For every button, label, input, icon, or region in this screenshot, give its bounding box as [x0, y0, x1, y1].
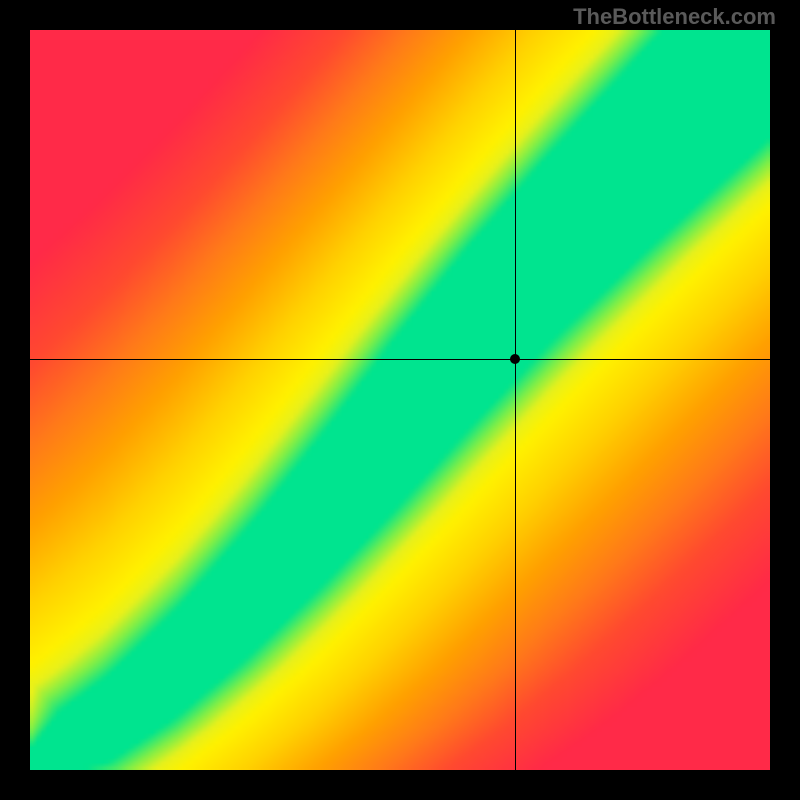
- crosshair-marker: [510, 354, 520, 364]
- watermark-text: TheBottleneck.com: [573, 4, 776, 30]
- crosshair-vertical: [515, 30, 516, 770]
- crosshair-horizontal: [30, 359, 770, 360]
- heatmap-canvas: [30, 30, 770, 770]
- bottleneck-heatmap: [30, 30, 770, 770]
